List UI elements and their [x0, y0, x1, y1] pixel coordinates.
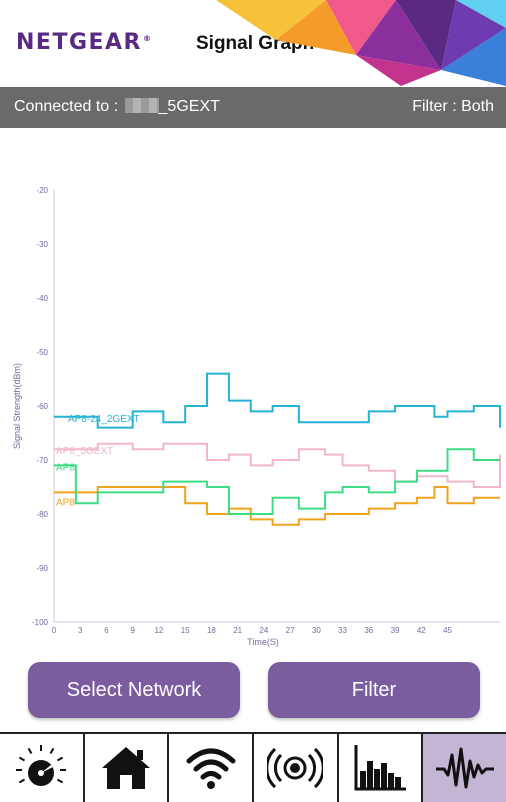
y-tick-label: -90: [36, 564, 48, 573]
x-tick-label: 45: [443, 626, 452, 635]
tab-channels[interactable]: [339, 734, 424, 802]
x-axis-label: Time(S): [247, 637, 279, 647]
signal-broadcast-icon: [267, 747, 324, 789]
x-tick-label: 0: [52, 626, 57, 635]
series-line: [54, 486, 500, 526]
filter-status: Filter : Both: [412, 98, 494, 115]
x-tick-label: 18: [207, 626, 216, 635]
wifi-icon: [186, 748, 236, 789]
series-label: AP8: [56, 462, 75, 473]
app-header: NETGEAR® Signal Graph: [0, 0, 506, 86]
tab-home[interactable]: [85, 734, 170, 802]
ssid-suffix: _5GEXT: [158, 98, 220, 115]
home-icon: [102, 747, 150, 789]
y-tick-label: -50: [36, 348, 48, 357]
tab-signal-graph[interactable]: [423, 734, 506, 802]
x-tick-label: 42: [417, 626, 426, 635]
x-tick-label: 30: [312, 626, 321, 635]
bottom-nav: [0, 732, 506, 802]
select-network-button[interactable]: Select Network: [28, 662, 240, 718]
connected-to-status: Connected to : _5GEXT: [14, 98, 220, 116]
series-line: [54, 442, 501, 488]
y-tick-label: -80: [36, 510, 48, 519]
y-tick-label: -100: [32, 618, 49, 627]
redacted-ssid: [124, 98, 159, 113]
signal-graph-icon: [435, 747, 494, 789]
x-tick-label: 39: [391, 626, 400, 635]
connected-to-label: Connected to :: [14, 98, 119, 115]
y-axis-label: Signal Strength(dBm): [12, 363, 22, 449]
x-tick-label: 21: [233, 626, 242, 635]
series-label: AP8_5GEXT: [56, 446, 113, 457]
y-tick-label: -70: [36, 456, 48, 465]
channel-chart-icon: [354, 745, 407, 791]
x-tick-label: 3: [78, 626, 83, 635]
y-tick-label: -20: [36, 186, 48, 195]
series-label: AP8: [56, 497, 75, 508]
x-tick-label: 24: [259, 626, 268, 635]
x-tick-label: 12: [154, 626, 163, 635]
x-tick-label: 36: [364, 626, 373, 635]
tab-wifi[interactable]: [169, 734, 255, 802]
netgear-logo: NETGEAR®: [16, 30, 151, 55]
x-tick-label: 9: [130, 626, 135, 635]
x-tick-label: 15: [181, 626, 190, 635]
y-tick-label: -60: [36, 402, 48, 411]
x-tick-label: 33: [338, 626, 347, 635]
series-line: [54, 372, 501, 429]
connection-bar: Connected to : _5GEXT Filter : Both: [0, 87, 506, 128]
series-label: AP8-24_2GEXT: [68, 414, 140, 425]
series-line: [54, 448, 500, 515]
header-banner-graphic: [216, 0, 506, 86]
y-tick-label: -30: [36, 240, 48, 249]
filter-button[interactable]: Filter: [268, 662, 480, 718]
y-tick-label: -40: [36, 294, 48, 303]
x-tick-label: 27: [286, 626, 295, 635]
tab-signal[interactable]: [254, 734, 339, 802]
x-tick-label: 6: [104, 626, 109, 635]
dashboard-icon: [16, 745, 67, 786]
registered-mark: ®: [143, 33, 151, 43]
brand-name: NETGEAR: [16, 30, 142, 55]
tab-dashboard[interactable]: [0, 734, 85, 802]
